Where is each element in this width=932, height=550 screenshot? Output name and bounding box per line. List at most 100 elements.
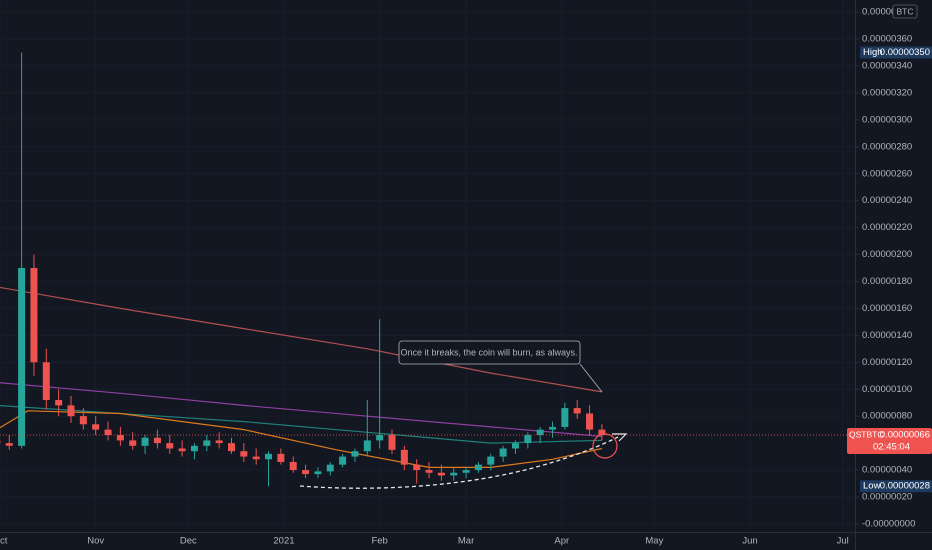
candle-body [450,472,458,476]
y-tick-label: 0.00000020 [862,491,912,502]
candle-body [277,453,285,462]
candle-body [289,461,297,471]
annotation: Once it breaks, the coin will burn, as a… [400,347,577,357]
marker-badge [860,480,932,493]
last-price-badge [847,428,932,455]
y-tick-label: 0.00000160 [862,303,912,314]
y-tick-label: 0.00000300 [862,114,912,125]
y-tick-label: 0.00000140 [862,330,912,341]
y-tick-label: 0.00000100 [862,384,912,395]
moving-average [0,405,602,444]
candle-body [376,435,384,441]
x-tick-label: Mar [458,536,474,547]
x-tick-label: Jun [742,536,757,547]
candle-body [326,464,334,472]
marker-name: Low [863,481,881,492]
candle-body [524,435,532,444]
y-tick-label: 0.00000280 [862,141,912,152]
y-tick-label: 0.00000120 [862,357,912,368]
candle-body [227,443,235,452]
marker-badge [860,46,932,59]
last-price-label: 0.00000066 [880,430,930,441]
x-tick-label: Apr [554,536,569,547]
candle-body [573,408,581,414]
callout-pointer [579,363,603,393]
marker-name: High [863,47,883,58]
candle-body [487,456,495,465]
candle-body [55,400,63,406]
candle-body [549,426,557,430]
candle-body [129,440,137,446]
candle-body [178,448,186,452]
y-tick-label: 0.00000040 [862,465,912,476]
candle-body [474,464,482,471]
candle-body [499,448,507,457]
y-tick-label: 0.00000340 [862,61,912,72]
plot-area [0,52,855,487]
y-tick-label: 0.00000320 [862,87,912,98]
candle-body [92,424,100,430]
moving-average [0,286,603,393]
y-tick-label: 0.00000180 [862,276,912,287]
candle-body [425,470,433,473]
price-axis: -0.00000000 0.00000020 0.00000040 0.0000008… [855,7,915,529]
candle-body [104,429,112,436]
marker-value: 0.00000350 [880,47,930,58]
candle-body [240,451,248,457]
candle-body [215,440,223,444]
candle-body [586,413,594,430]
candle-body [203,440,211,446]
candle-body [351,451,359,457]
currency: BTC [897,6,914,16]
candle-body [400,449,408,465]
y-tick-label: 0.00000080 [862,411,912,422]
candle-body [190,445,198,452]
candle-body [388,435,396,450]
candle-body [79,416,87,425]
candle-body [30,268,38,363]
symbol-label: QSTBTC [849,429,883,439]
moving-average [0,382,602,437]
arrow-head [612,433,628,442]
candle-body [116,435,124,441]
y-tick-label: 0.00000380 [862,7,912,18]
candle-body [598,429,606,436]
currency-badge [892,4,918,19]
x-tick-label: Dec [180,536,197,547]
candle-body [153,437,161,444]
y-tick-label: -0.00000000 [862,518,915,529]
candle-body [67,405,75,417]
y-tick-label: 0.00000240 [862,195,912,206]
marker-value: 0.00000028 [880,481,930,492]
y-tick-label: 0.00000200 [862,249,912,260]
callout-box [398,340,581,365]
candle-body [339,456,347,465]
candle-body [5,443,13,446]
candle-body [166,443,174,449]
x-tick-label: Oct [0,536,8,547]
candle-body [536,429,544,436]
candle-body [265,453,273,460]
candle-body [42,362,50,401]
candle-body [462,470,470,473]
candle-body [511,443,519,449]
x-tick-label: Jul [837,536,849,547]
candle-body [314,471,322,475]
x-tick-label: 2021 [273,536,294,547]
candle-body [437,472,445,476]
candle-body [141,437,149,446]
candle-body [561,408,569,427]
y-tick-label: 0.00000360 [862,34,912,45]
candle-body [302,470,310,475]
y-tick-label: 0.00000220 [862,222,912,233]
x-tick-label: Feb [371,536,387,547]
countdown: 02:45:04 [873,442,910,453]
candle-body [252,456,260,460]
y-tick-label: 0.00000260 [862,168,912,179]
candle-body [363,440,371,452]
candle-body [18,268,26,446]
candle-body [413,464,421,471]
x-tick-label: May [645,536,663,547]
highlight-circle [592,433,618,459]
